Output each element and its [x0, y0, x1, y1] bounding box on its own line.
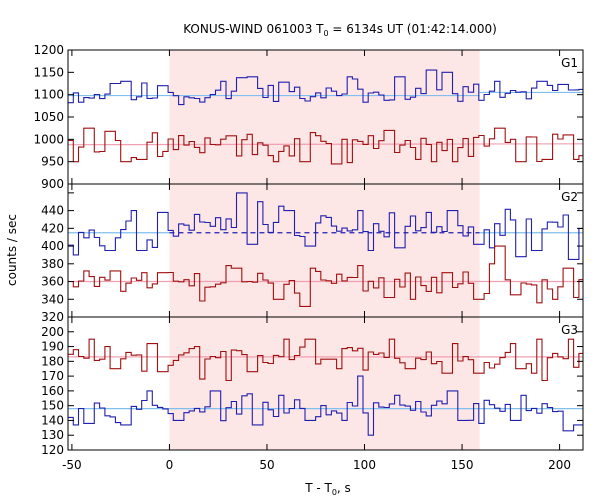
plot-shading-layer: [169, 50, 480, 450]
y-tick-label: 130: [41, 428, 64, 442]
x-tick-label: -50: [62, 458, 82, 472]
series-blue-g2: [68, 192, 583, 260]
y-tick-label: 180: [41, 354, 64, 368]
y-tick-label: 200: [41, 325, 64, 339]
y-tick-label: 340: [41, 292, 64, 306]
panel-label-g3: G3: [561, 323, 578, 337]
x-tick-label: 50: [259, 458, 274, 472]
y-tick-label: 120: [41, 443, 64, 457]
plot-ticks-layer: 9009501000105011001150120032034036038040…: [33, 43, 583, 472]
series-red-g3: [68, 338, 583, 382]
y-tick-label: 400: [41, 239, 64, 253]
series-red-g1: [68, 127, 583, 165]
y-tick-label: 140: [41, 413, 64, 427]
y-tick-label: 1000: [33, 132, 64, 146]
chart-title: KONUS-WIND 061003 T0 = 6134s UT (01:42:1…: [183, 22, 497, 38]
plot-fit-layer: [67, 91, 584, 410]
x-axis-label: T - T0, s: [304, 481, 351, 497]
fit-line-red: [67, 143, 584, 146]
y-tick-label: 440: [41, 204, 64, 218]
panel-frame-g3: [67, 316, 584, 451]
y-tick-label: 190: [41, 340, 64, 354]
y-tick-label: 360: [41, 275, 64, 289]
y-axis-label: counts / sec: [5, 214, 19, 286]
y-tick-label: 1150: [33, 65, 64, 79]
y-tick-label: 150: [41, 399, 64, 413]
y-tick-label: 160: [41, 384, 64, 398]
y-tick-label: 420: [41, 221, 64, 235]
plot-series-layer: [68, 69, 583, 436]
y-tick-label: 1200: [33, 43, 64, 57]
x-tick-label: 100: [353, 458, 376, 472]
y-tick-label: 1100: [33, 88, 64, 102]
y-tick-label: 1050: [33, 110, 64, 124]
y-tick-label: 380: [41, 257, 64, 271]
panel-label-g1: G1: [561, 56, 578, 70]
series-blue-g3: [68, 375, 583, 436]
x-tick-label: 200: [548, 458, 571, 472]
y-tick-label: 900: [41, 177, 64, 191]
series-red-g2: [68, 245, 583, 307]
y-tick-label: 320: [41, 310, 64, 324]
y-tick-label: 950: [41, 155, 64, 169]
x-tick-label: 150: [451, 458, 474, 472]
shaded-interval: [169, 50, 480, 450]
y-tick-label: 170: [41, 369, 64, 383]
series-blue-g1: [68, 69, 583, 106]
x-tick-label: 0: [166, 458, 174, 472]
panel-label-g2: G2: [561, 190, 578, 204]
